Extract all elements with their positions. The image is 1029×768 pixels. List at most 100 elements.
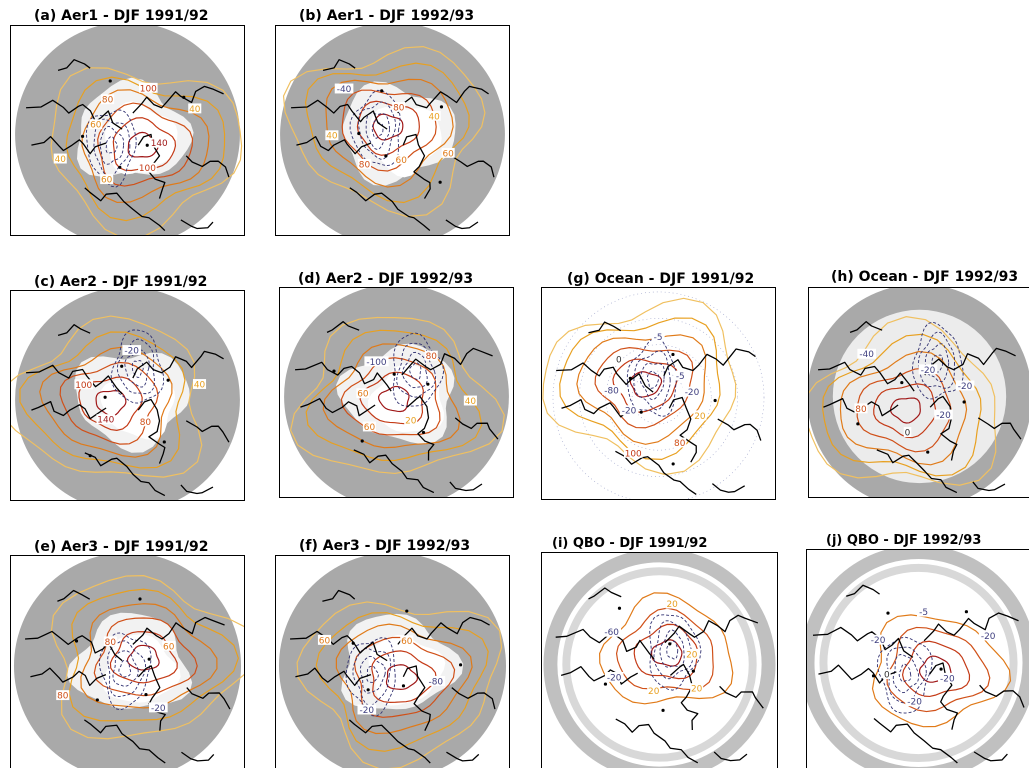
contour-label-bg [56, 690, 70, 701]
contour-label: -20 [936, 411, 951, 421]
coastline [449, 481, 483, 492]
coastline [291, 99, 388, 130]
contour-label: 20 [648, 687, 660, 697]
positive-contour [109, 631, 178, 684]
polar-map: 60 -100 80 40 20 60 [284, 288, 509, 497]
island [147, 657, 151, 661]
insignificant-region [99, 368, 176, 440]
contour-label: -20 [622, 407, 637, 417]
negative-contour [396, 342, 437, 398]
contour-label: -20 [981, 632, 996, 642]
coastline [57, 589, 91, 602]
coastline [300, 397, 376, 417]
island [384, 154, 388, 158]
island [405, 609, 409, 613]
polar-map: 0 -20 -5 -20 -20 -20 [807, 550, 1029, 768]
contour-label: -80 [604, 387, 619, 397]
coastline [322, 589, 356, 602]
positive-contour [19, 331, 186, 469]
island [691, 669, 695, 673]
contour-label: 80 [393, 103, 405, 113]
contour-label: 60 [401, 637, 413, 647]
island [713, 398, 717, 403]
negative-contour [99, 125, 125, 165]
contour-label-bg [938, 672, 957, 683]
contour-label-bg [394, 154, 408, 165]
map-frame: -20 0 80 -40 -20 -20 [808, 287, 1029, 498]
coastline [846, 584, 880, 597]
contour-label: -20 [151, 704, 166, 714]
negative-contour [352, 648, 392, 706]
positive-contour [377, 385, 410, 413]
coastline [719, 685, 764, 709]
contour-label: -20 [685, 388, 700, 398]
contour-label: 60 [163, 642, 175, 652]
contour-label: 20 [694, 412, 706, 422]
contour-label: 40 [189, 105, 201, 115]
contour-label: 20 [691, 685, 703, 695]
island [401, 684, 406, 688]
positive-contour [335, 623, 473, 735]
coastline [397, 616, 490, 645]
positive-contour [11, 315, 203, 478]
contour-label-bg [192, 379, 207, 389]
contour-label: 60 [396, 156, 408, 166]
significance-ring [543, 553, 776, 768]
contour-label: 0 [905, 428, 911, 438]
panel-title: (a) Aer1 - DJF 1991/92 [34, 8, 209, 24]
contour-label: 60 [357, 390, 369, 400]
negative-contour [359, 655, 386, 694]
contour-label-bg [188, 103, 202, 114]
contour-label-bg [978, 630, 998, 641]
island [380, 89, 384, 93]
coastline [973, 751, 1008, 762]
contour-label: -20 [124, 347, 139, 357]
coastline [923, 612, 1019, 642]
contour-label: 80 [140, 418, 152, 428]
contour-label-bg [903, 427, 912, 437]
island [871, 674, 876, 678]
contour-label: 60 [442, 149, 454, 159]
map-frame: 60 80 40 -40 80 40 60 [275, 25, 510, 236]
contour-label: 60 [319, 636, 331, 646]
negative-contour [118, 660, 132, 678]
island [671, 462, 675, 466]
contour-label-bg [934, 409, 953, 420]
coastline [26, 99, 123, 130]
positive-contour [599, 592, 734, 705]
coastline [446, 751, 480, 762]
contour-label-bg [917, 606, 931, 617]
positive-contour [633, 623, 699, 680]
significance-ring [562, 567, 757, 762]
contour-label: -100 [366, 358, 387, 368]
contour-label-bg [162, 640, 176, 651]
negative-contour [371, 120, 384, 139]
coastline [353, 449, 435, 494]
negative-contour [659, 629, 685, 668]
negative-contour [345, 637, 396, 717]
coastline [818, 664, 897, 684]
contour-label-bg [138, 416, 152, 427]
contour-label: 80 [426, 352, 438, 362]
hemisphere-disc [545, 288, 772, 499]
coastline [348, 719, 431, 764]
coastline [397, 85, 489, 114]
map-frame: 20 -20 -60 20 20 20 [541, 552, 778, 768]
map-frame: 80 60 -20 80 [10, 555, 245, 768]
island [95, 698, 99, 702]
island [438, 180, 442, 184]
contour-label-bg [441, 147, 455, 158]
contour-label-bg [357, 704, 377, 715]
contour-label-bg [427, 110, 441, 121]
polar-map: -20 0 80 -40 -20 -20 [809, 288, 1029, 497]
map-frame: 140 100 -20 40 80 [10, 290, 245, 501]
coastline [322, 59, 356, 72]
contour-label-bg [74, 379, 94, 390]
negative-contour [110, 329, 165, 404]
contour-label-bg [334, 83, 354, 94]
coastline [812, 626, 914, 658]
coastline [57, 324, 91, 336]
positive-contour [305, 329, 483, 462]
contour-label-bg [854, 403, 868, 414]
positive-contour [296, 601, 503, 768]
